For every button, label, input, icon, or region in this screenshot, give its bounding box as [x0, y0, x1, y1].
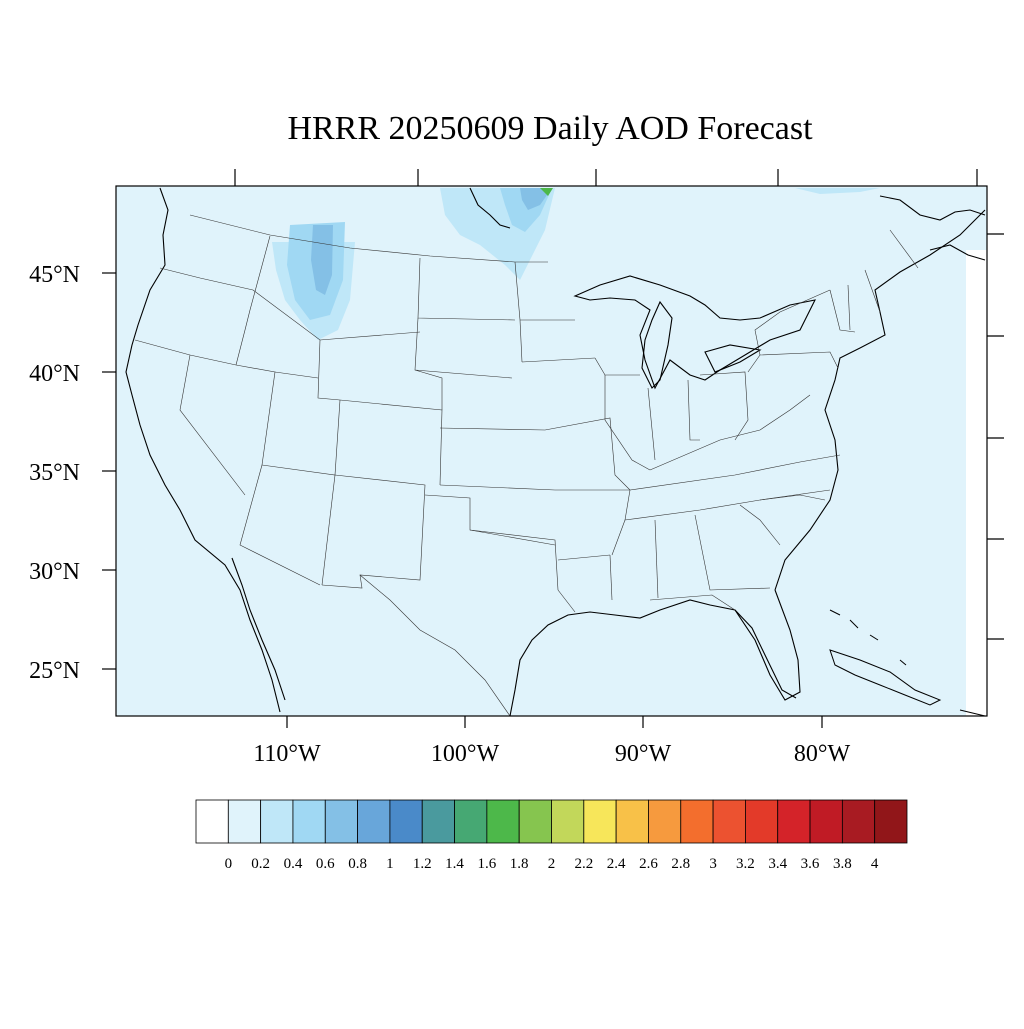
- colorbar-tick-label: 1.6: [477, 856, 496, 872]
- colorbar-swatch: [615, 799, 649, 844]
- colorbar-swatch: [227, 799, 262, 844]
- colorbar-tick-label: 2.2: [574, 856, 593, 872]
- colorbar-tick-label: 4: [871, 856, 879, 872]
- state-borders: [134, 214, 919, 717]
- colorbar-tick-label: 1: [386, 856, 394, 872]
- colorbar-tick-label: 2.8: [671, 856, 690, 872]
- colorbar-swatch: [809, 799, 843, 844]
- colorbar-swatch: [260, 799, 294, 844]
- lon-label-80: 80°W: [794, 741, 851, 767]
- lat-label-25: 25°N: [29, 658, 80, 684]
- colorbar-swatch: [518, 799, 552, 844]
- colorbar: [195, 799, 908, 844]
- colorbar-swatch: [292, 799, 326, 844]
- aod-plume-montana: [272, 222, 355, 340]
- map-panel: [116, 186, 987, 716]
- lon-ticks-bottom: [286, 716, 823, 728]
- lat-label-30: 30°N: [29, 559, 80, 585]
- colorbar-swatch: [583, 799, 617, 844]
- colorbar-tick-label: 0.8: [348, 856, 367, 872]
- colorbar-swatch: [777, 799, 811, 844]
- lon-label-90: 90°W: [615, 741, 672, 767]
- colorbar-labels: 0 0.2 0.4 0.6 0.8 1 1.2 1.4 1.6 1.8 2 2.2 2.4 2.6 2.8 3…: [225, 856, 879, 872]
- lat-ticks-right: [987, 233, 1004, 640]
- colorbar-tick-label: 1.2: [413, 856, 432, 872]
- colorbar-swatch: [389, 799, 423, 844]
- colorbar-swatch: [648, 799, 682, 844]
- colorbar-tick-label: 0: [225, 856, 233, 872]
- colorbar-tick-label: 2.6: [639, 856, 658, 872]
- colorbar-tick-label: 0.6: [316, 856, 335, 872]
- domain-edge-strip: [966, 250, 987, 716]
- lat-ticks-left: [102, 272, 116, 670]
- lat-label-45: 45°N: [29, 262, 80, 288]
- aod-plume-minnesota: [440, 188, 880, 280]
- colorbar-swatch: [551, 799, 585, 844]
- colorbar-tick-label: 1.8: [510, 856, 529, 872]
- lon-label-100: 100°W: [431, 741, 500, 767]
- lat-labels: 45°N 40°N 35°N 30°N 25°N: [29, 262, 80, 684]
- coastlines: [125, 187, 986, 717]
- colorbar-tick-label: 1.4: [445, 856, 464, 872]
- colorbar-swatch: [195, 799, 229, 844]
- colorbar-swatch: [680, 799, 714, 844]
- colorbar-swatch: [712, 799, 746, 844]
- colorbar-tick-label: 3.4: [768, 856, 787, 872]
- colorbar-tick-label: 0.4: [284, 856, 303, 872]
- colorbar-tick-label: 3.2: [736, 856, 755, 872]
- colorbar-swatch: [357, 799, 391, 844]
- map-frame: [115, 185, 988, 717]
- colorbar-swatch: [745, 799, 779, 844]
- colorbar-tick-label: 3.6: [801, 856, 820, 872]
- colorbar-swatch: [324, 799, 358, 844]
- colorbar-swatch: [421, 799, 455, 844]
- colorbar-tick-label: 2.4: [607, 856, 626, 872]
- map-title: HRRR 20250609 Daily AOD Forecast: [287, 110, 813, 147]
- colorbar-swatch: [486, 799, 520, 844]
- colorbar-swatch: [454, 799, 488, 844]
- lon-label-110: 110°W: [253, 741, 321, 767]
- colorbar-tick-label: 3.8: [833, 856, 852, 872]
- lat-label-35: 35°N: [29, 460, 80, 486]
- colorbar-swatch: [874, 799, 908, 844]
- lat-label-40: 40°N: [29, 361, 80, 387]
- caribbean-islands: [829, 609, 986, 717]
- lon-ticks-top: [234, 169, 978, 186]
- colorbar-swatch: [841, 799, 876, 844]
- colorbar-tick-label: 0.2: [251, 856, 270, 872]
- lon-labels: 110°W 100°W 90°W 80°W: [253, 741, 850, 767]
- colorbar-tick-label: 3: [709, 856, 717, 872]
- colorbar-tick-label: 2: [548, 856, 556, 872]
